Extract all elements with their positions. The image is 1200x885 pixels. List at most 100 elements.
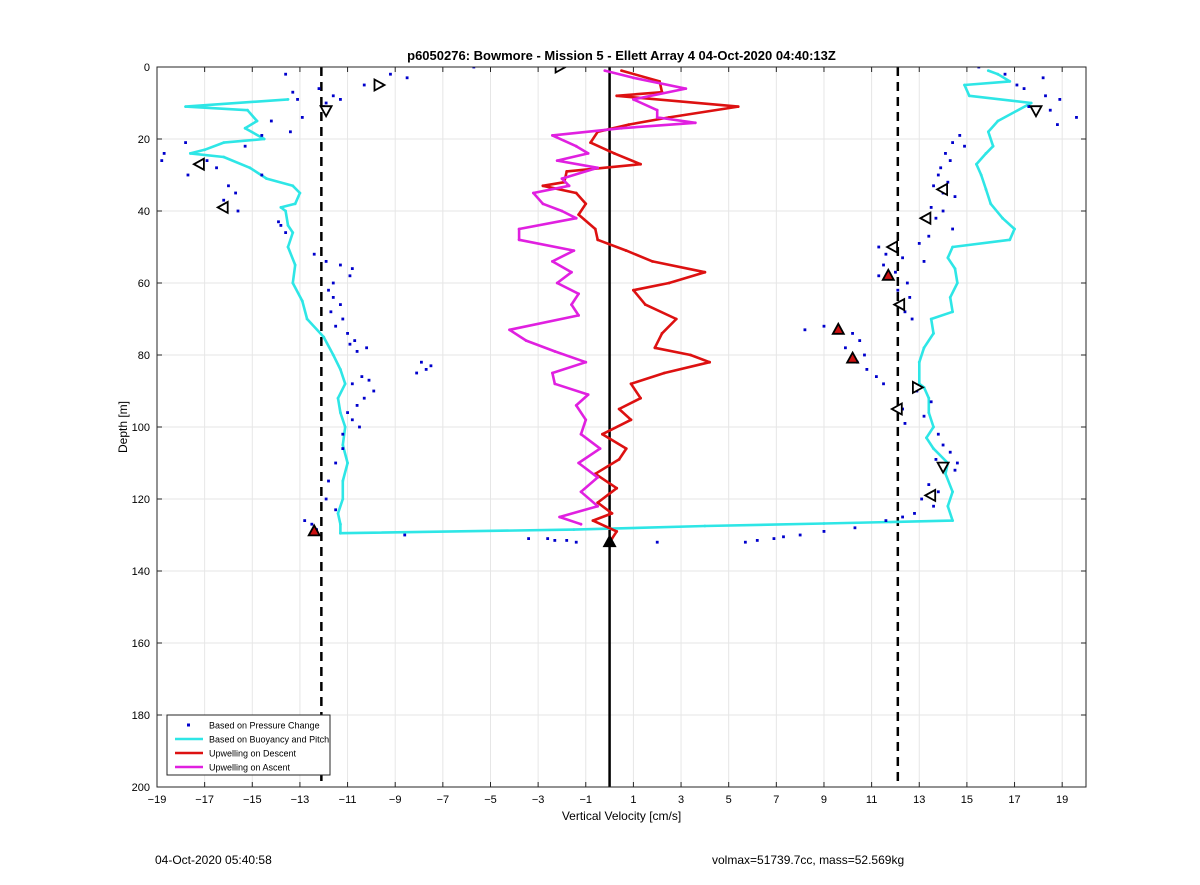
series-point-upwelling-on-ascent <box>570 271 573 274</box>
pressure-change-point <box>804 328 807 331</box>
series-point-based-on-buoyancy-and-pitch <box>184 105 187 108</box>
pressure-change-point <box>289 130 292 133</box>
pressure-change-point <box>260 134 263 137</box>
pressure-change-point <box>341 318 344 321</box>
series-point-upwelling-on-descent <box>737 105 740 108</box>
pressure-change-point <box>799 534 802 537</box>
pressure-change-point <box>956 462 959 465</box>
series-point-based-on-buoyancy-and-pitch <box>975 163 978 166</box>
pressure-change-point <box>284 231 287 234</box>
pressure-change-point <box>234 192 237 195</box>
series-point-upwelling-on-descent <box>663 372 666 375</box>
y-tick-label: 100 <box>132 422 150 434</box>
pressure-change-point <box>575 541 578 544</box>
series-point-based-on-buoyancy-and-pitch <box>294 264 297 267</box>
series-point-based-on-buoyancy-and-pitch <box>951 519 954 522</box>
series-point-based-on-buoyancy-and-pitch <box>301 300 304 303</box>
pressure-change-point <box>284 73 287 76</box>
series-point-based-on-buoyancy-and-pitch <box>222 141 225 144</box>
pressure-change-point <box>885 519 888 522</box>
series-point-based-on-buoyancy-and-pitch <box>291 282 294 285</box>
pressure-change-point <box>527 537 530 540</box>
pressure-change-point <box>318 87 321 90</box>
pressure-change-point <box>420 361 423 364</box>
series-point-based-on-buoyancy-and-pitch <box>279 206 282 209</box>
series-point-based-on-buoyancy-and-pitch <box>923 346 926 349</box>
pressure-change-point <box>332 94 335 97</box>
series-point-based-on-buoyancy-and-pitch <box>963 84 966 87</box>
y-tick-label: 0 <box>144 62 150 74</box>
pressure-change-point <box>325 498 328 501</box>
pressure-change-point <box>1049 109 1052 112</box>
pressure-change-point <box>356 404 359 407</box>
pressure-change-point <box>351 267 354 270</box>
pressure-change-point <box>920 498 923 501</box>
series-point-upwelling-on-descent <box>689 354 692 357</box>
series-point-based-on-buoyancy-and-pitch <box>189 152 192 155</box>
series-point-based-on-buoyancy-and-pitch <box>918 361 921 364</box>
series-point-based-on-buoyancy-and-pitch <box>322 336 325 339</box>
series-point-based-on-buoyancy-and-pitch <box>951 490 954 493</box>
series-point-upwelling-on-descent <box>577 213 580 216</box>
pressure-change-point <box>334 325 337 328</box>
series-point-upwelling-on-ascent <box>570 303 573 306</box>
series-point-upwelling-on-ascent <box>577 292 580 295</box>
series-point-based-on-buoyancy-and-pitch <box>291 231 294 234</box>
series-point-based-on-buoyancy-and-pitch <box>341 444 344 447</box>
x-tick-label: −1 <box>579 794 592 806</box>
pressure-change-point <box>160 159 163 162</box>
series-point-based-on-buoyancy-and-pitch <box>249 166 252 169</box>
series-point-upwelling-on-ascent <box>508 328 511 331</box>
pressure-change-point <box>823 530 826 533</box>
series-point-upwelling-on-descent <box>618 408 621 411</box>
pressure-change-point <box>942 210 945 213</box>
pressure-change-point <box>918 242 921 245</box>
pressure-change-point <box>927 235 930 238</box>
series-point-upwelling-on-ascent <box>568 184 571 187</box>
pressure-change-point <box>656 541 659 544</box>
series-point-based-on-buoyancy-and-pitch <box>951 246 954 249</box>
series-point-based-on-buoyancy-and-pitch <box>341 498 344 501</box>
x-tick-label: −9 <box>389 794 402 806</box>
legend-swatch-dot <box>187 724 190 727</box>
series-point-upwelling-on-descent <box>653 346 656 349</box>
series-point-upwelling-on-ascent <box>596 505 599 508</box>
pressure-change-point <box>372 390 375 393</box>
pressure-change-point <box>291 91 294 94</box>
x-tick-label: −15 <box>243 794 262 806</box>
pressure-change-point <box>937 490 940 493</box>
series-point-based-on-buoyancy-and-pitch <box>996 120 999 123</box>
series-point-based-on-buoyancy-and-pitch <box>337 512 340 515</box>
pressure-change-point <box>935 217 938 220</box>
x-tick-label: −11 <box>339 794 357 806</box>
pressure-change-point <box>389 73 392 76</box>
series-point-based-on-buoyancy-and-pitch <box>985 188 988 191</box>
pressure-change-point <box>1056 123 1059 126</box>
pressure-change-point <box>415 372 418 375</box>
series-point-upwelling-on-ascent <box>553 350 556 353</box>
pressure-change-point <box>937 433 940 436</box>
series-point-based-on-buoyancy-and-pitch <box>1030 102 1033 105</box>
x-tick-label: −19 <box>148 794 167 806</box>
pressure-change-point <box>332 282 335 285</box>
pressure-change-point <box>858 339 861 342</box>
pressure-change-point <box>1075 116 1078 119</box>
pressure-change-point <box>368 379 371 382</box>
series-point-based-on-buoyancy-and-pitch <box>291 184 294 187</box>
series-point-upwelling-on-ascent <box>580 433 583 436</box>
series-point-based-on-buoyancy-and-pitch <box>203 148 206 151</box>
pressure-change-point <box>349 343 352 346</box>
series-point-upwelling-on-ascent <box>532 192 535 195</box>
x-tick-label: −13 <box>291 794 310 806</box>
series-point-based-on-buoyancy-and-pitch <box>332 354 335 357</box>
pressure-change-point <box>227 184 230 187</box>
pressure-change-point <box>865 368 868 371</box>
series-point-based-on-buoyancy-and-pitch <box>932 332 935 335</box>
series-point-based-on-buoyancy-and-pitch <box>344 426 347 429</box>
series-point-upwelling-on-descent <box>632 289 635 292</box>
pressure-change-point <box>901 516 904 519</box>
series-point-based-on-buoyancy-and-pitch <box>1013 228 1016 231</box>
pressure-change-point <box>1023 87 1026 90</box>
pressure-change-point <box>906 282 909 285</box>
series-point-upwelling-on-ascent <box>558 516 561 519</box>
